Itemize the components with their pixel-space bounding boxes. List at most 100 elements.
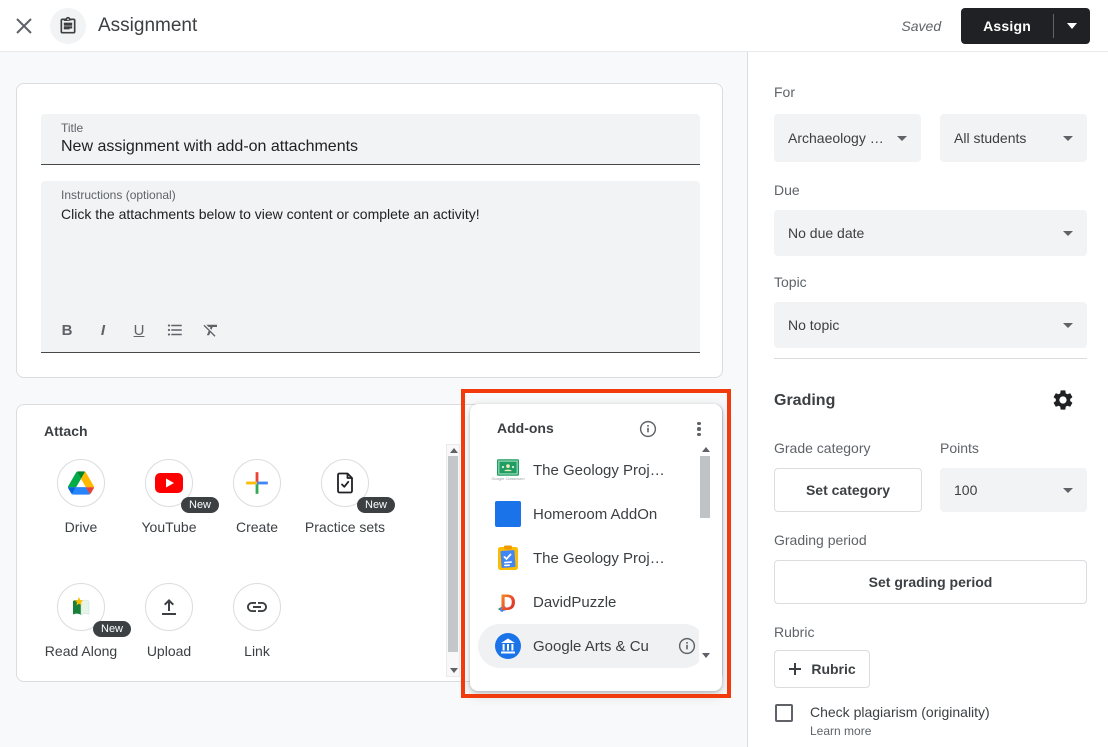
scrollbar-thumb[interactable] (700, 456, 710, 518)
bold-button[interactable]: B (61, 321, 73, 339)
italic-button[interactable]: I (100, 321, 106, 339)
grading-heading: Grading (774, 392, 836, 409)
chevron-down-icon (1063, 487, 1073, 493)
new-badge: New (357, 497, 396, 513)
set-grading-period-button[interactable]: Set grading period (774, 560, 1087, 604)
attach-option-practice-sets[interactable]: Practice sets New (301, 459, 396, 537)
addon-info-button[interactable] (678, 637, 696, 655)
addon-item-label: Homeroom AddOn (533, 505, 658, 523)
chevron-down-icon (897, 135, 907, 141)
attach-option-label: Read Along (44, 643, 118, 659)
title-field-label: Title (61, 121, 84, 135)
topic-value: No topic (788, 317, 840, 333)
practice-sets-icon (337, 472, 353, 494)
grading-settings-button[interactable] (1051, 388, 1077, 414)
rubric-label: Rubric (774, 624, 815, 640)
addon-item-label: DavidPuzzle (533, 593, 617, 611)
plagiarism-checkbox[interactable] (775, 704, 793, 722)
underline-button[interactable]: U (133, 321, 145, 339)
info-icon (678, 637, 696, 655)
read-along-icon (73, 597, 90, 616)
title-field[interactable]: Title New assignment with add-on attachm… (41, 114, 700, 165)
scroll-down-icon[interactable] (702, 653, 710, 658)
attach-option-create[interactable]: Create (213, 459, 301, 537)
topic-label: Topic (774, 274, 807, 290)
instructions-field[interactable]: Instructions (optional) Click the attach… (41, 181, 700, 353)
new-badge: New (93, 621, 132, 637)
top-bar: Assignment Saved Assign (0, 0, 1108, 52)
students-select[interactable]: All students (940, 114, 1087, 162)
grade-category-label: Grade category (774, 440, 871, 456)
grading-period-label: Grading period (774, 532, 867, 548)
page-title: Assignment (98, 14, 198, 36)
instructions-field-label: Instructions (optional) (61, 188, 176, 202)
classroom-icon-caption: Google Classroom (491, 476, 525, 481)
addon-item-geology-project-1[interactable]: Google Classroom The Geology Proj… (478, 448, 692, 492)
svg-text:D: D (500, 590, 516, 615)
add-rubric-label: Rubric (811, 661, 856, 677)
addon-item-homeroom[interactable]: Homeroom AddOn (478, 492, 692, 536)
for-label: For (774, 84, 795, 100)
scroll-up-icon[interactable] (702, 447, 710, 452)
addon-item-arts-culture[interactable]: Google Arts & Cu (478, 624, 706, 668)
attach-option-upload[interactable]: Upload (125, 583, 213, 661)
addons-heading: Add-ons (497, 420, 554, 436)
saved-status: Saved (901, 17, 942, 34)
youtube-icon (155, 473, 183, 493)
addon-item-davidpuzzle[interactable]: D DavidPuzzle (478, 580, 692, 624)
chevron-down-icon (1067, 22, 1077, 29)
more-vert-icon (697, 421, 701, 426)
title-field-value[interactable]: New assignment with add-on attachments (61, 138, 359, 155)
class-select[interactable]: Archaeology … (774, 114, 921, 162)
upload-icon (162, 599, 176, 615)
chevron-down-icon (1063, 322, 1073, 328)
section-divider (774, 358, 1087, 359)
close-icon (16, 17, 32, 34)
arts-culture-icon (495, 633, 521, 659)
assign-split-button: Assign (961, 7, 1090, 44)
addons-info-button[interactable] (639, 420, 657, 443)
attach-option-youtube[interactable]: YouTube New (125, 459, 220, 537)
attach-option-link[interactable]: Link (213, 583, 301, 661)
attach-option-drive[interactable]: Drive (37, 459, 125, 537)
create-icon (246, 472, 268, 494)
addon-item-geology-project-2[interactable]: The Geology Proj… (478, 536, 692, 580)
addons-scrollbar[interactable] (699, 444, 712, 666)
learn-more-link[interactable]: Learn more (810, 724, 872, 738)
points-label: Points (940, 440, 979, 456)
add-rubric-button[interactable]: Rubric (774, 650, 870, 688)
scrollbar-thumb[interactable] (448, 456, 458, 652)
set-grading-period-label: Set grading period (868, 574, 993, 590)
assign-options-button[interactable] (1054, 8, 1090, 44)
due-date-select[interactable]: No due date (774, 210, 1087, 256)
info-icon (639, 420, 657, 438)
set-category-label: Set category (805, 482, 891, 498)
attach-heading: Attach (44, 423, 88, 439)
assignment-form-card: Title New assignment with add-on attachm… (16, 83, 723, 378)
set-category-button[interactable]: Set category (774, 468, 922, 512)
points-select[interactable]: 100 (940, 468, 1087, 512)
addon-item-label: Google Arts & Cu (533, 637, 649, 655)
attach-option-label: Create (235, 519, 279, 535)
attach-option-label: Drive (64, 519, 98, 535)
clear-formatting-button[interactable] (193, 314, 229, 346)
topic-select[interactable]: No topic (774, 302, 1087, 348)
due-label: Due (774, 182, 800, 198)
plagiarism-label: Check plagiarism (originality) (810, 704, 990, 720)
formatting-toolbar: B I U (49, 314, 229, 346)
instructions-field-value[interactable]: Click the attachments below to view cont… (61, 206, 480, 222)
addon-item-label: The Geology Proj… (533, 461, 665, 479)
attach-option-read-along[interactable]: Read Along New (37, 583, 132, 661)
scroll-down-icon[interactable] (450, 668, 458, 673)
close-button[interactable] (6, 8, 42, 44)
classroom-icon: Google Classroom (491, 459, 525, 481)
bulleted-list-button[interactable] (157, 314, 193, 346)
gear-icon (1053, 390, 1073, 410)
addons-overflow-menu-button[interactable] (690, 419, 708, 439)
students-select-value: All students (954, 130, 1027, 146)
homeroom-addon-icon (495, 501, 521, 527)
scroll-up-icon[interactable] (450, 448, 458, 453)
attach-scrollbar[interactable] (446, 444, 460, 677)
assign-button[interactable]: Assign (983, 17, 1031, 34)
